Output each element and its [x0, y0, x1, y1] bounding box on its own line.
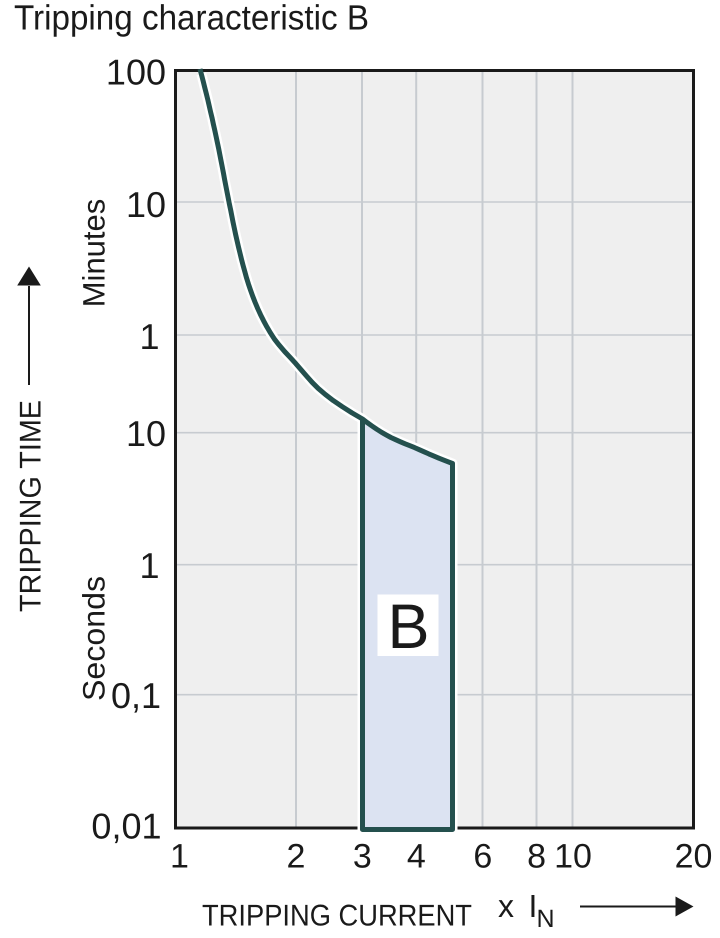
svg-text:10: 10 [126, 184, 166, 225]
svg-text:x: x [498, 888, 514, 924]
svg-text:100: 100 [106, 52, 166, 93]
svg-text:6: 6 [473, 838, 492, 876]
svg-text:10: 10 [126, 413, 166, 454]
svg-text:4: 4 [407, 838, 426, 876]
svg-text:10: 10 [554, 838, 592, 876]
svg-text:N: N [537, 905, 555, 933]
svg-text:1: 1 [139, 316, 159, 357]
svg-text:B: B [387, 592, 429, 662]
svg-text:2: 2 [287, 838, 306, 876]
svg-text:Tripping characteristic B: Tripping characteristic B [14, 0, 369, 38]
svg-text:0,01: 0,01 [91, 806, 161, 847]
svg-text:0,1: 0,1 [111, 675, 161, 716]
svg-text:3: 3 [353, 838, 372, 876]
svg-text:TRIPPING TIME: TRIPPING TIME [15, 400, 48, 612]
svg-text:1: 1 [139, 545, 159, 586]
svg-text:TRIPPING CURRENT: TRIPPING CURRENT [202, 900, 472, 933]
svg-text:20: 20 [675, 838, 713, 876]
svg-text:Seconds: Seconds [77, 576, 112, 701]
svg-text:1: 1 [170, 838, 189, 876]
svg-text:8: 8 [527, 838, 546, 876]
svg-text:I: I [529, 888, 538, 924]
svg-text:Minutes: Minutes [77, 199, 112, 308]
